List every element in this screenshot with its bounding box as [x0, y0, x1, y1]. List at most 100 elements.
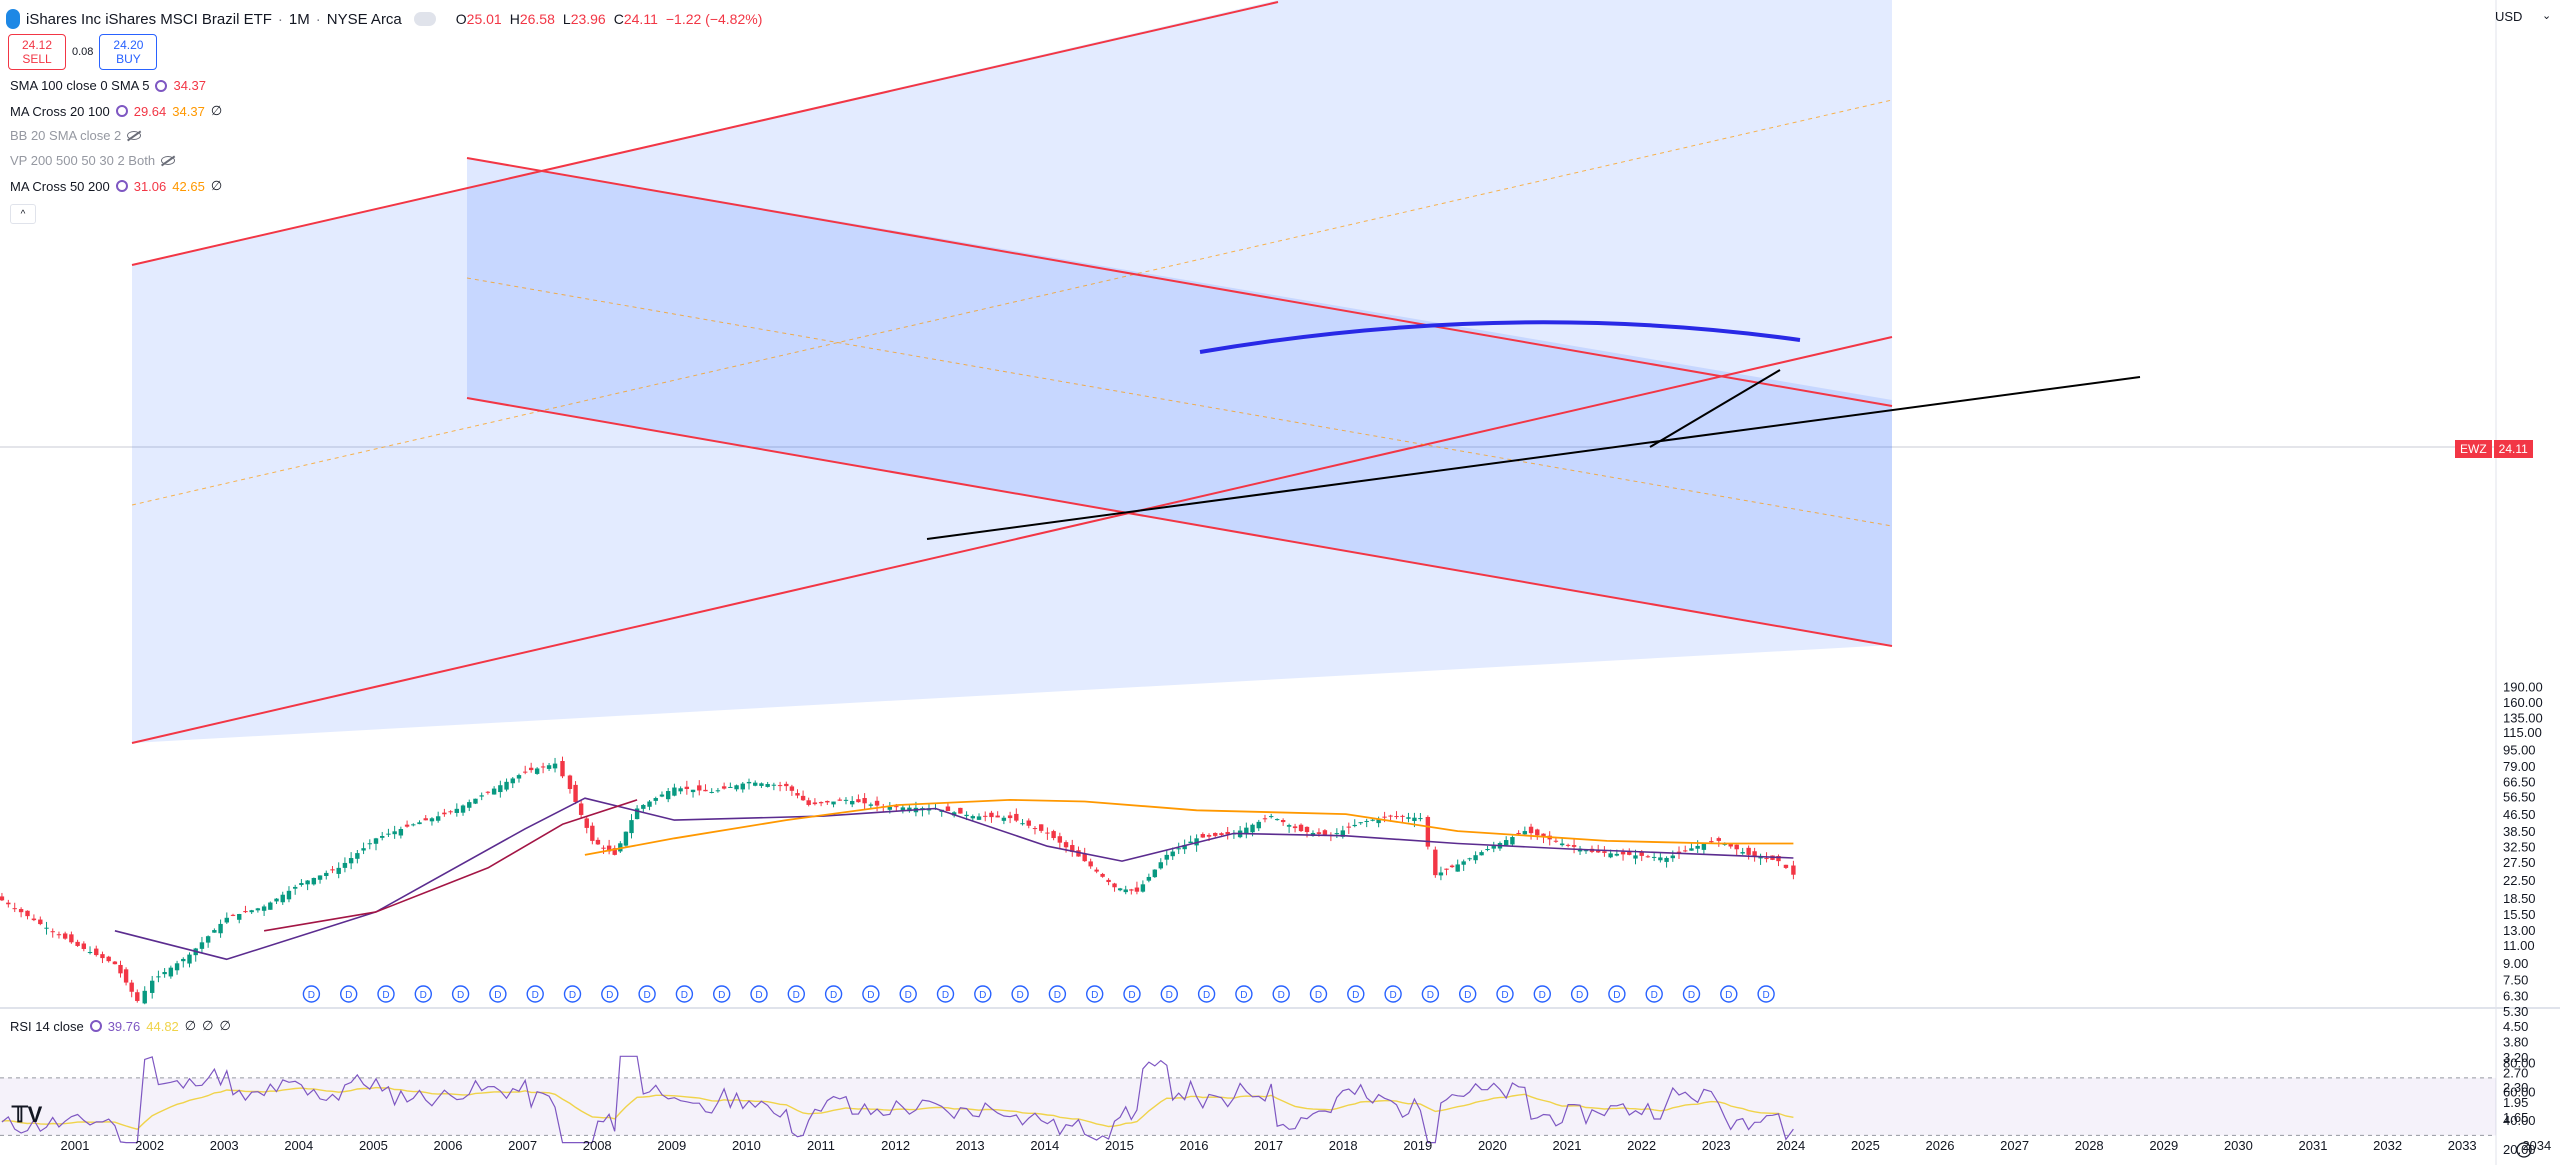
candle-body	[784, 783, 789, 787]
trendlines[interactable]	[926, 320, 2141, 540]
candle-body	[567, 775, 573, 789]
dividend-marker-icon	[713, 985, 731, 1003]
candle-body	[945, 806, 951, 812]
candle-body	[573, 784, 578, 802]
candle-body	[1370, 819, 1375, 821]
tradingview-logo-icon[interactable]: 𝕋V	[12, 1102, 43, 1127]
candle-body	[1639, 852, 1644, 856]
price-axis-tick: 160.00	[2503, 695, 2543, 710]
hidden-eye-icon[interactable]	[127, 131, 142, 140]
dividend-marker-label: D	[1016, 990, 1023, 1001]
collapse-header-icon[interactable]	[413, 12, 436, 26]
candle-body	[1758, 857, 1763, 859]
indicator-row[interactable]: SMA 100 close 0 SMA 5 34.37	[10, 78, 206, 93]
candle-body	[1522, 831, 1528, 835]
indicator-name[interactable]: MA Cross 20 100	[10, 103, 110, 119]
up-channel-fill	[132, 0, 1892, 743]
candle-body	[1583, 850, 1589, 852]
candle-body	[1020, 823, 1025, 825]
candle-body	[907, 807, 912, 812]
price-axis-tick: 4.50	[2503, 1019, 2528, 1034]
settings-gear-icon[interactable]	[115, 180, 128, 192]
rsi-value-3: ∅	[184, 1018, 197, 1033]
parallel-channels[interactable]	[131, 0, 1893, 744]
indicator-row[interactable]: MA Cross 50 200 31.06 42.65 ∅	[10, 178, 222, 194]
candle-body	[187, 954, 192, 964]
rsi-axis-tick: 40.00	[2503, 1113, 2536, 1128]
candle-body	[87, 952, 93, 954]
dividend-marker-label: D	[1091, 990, 1098, 1001]
price-axis-tick: 115.00	[2503, 725, 2542, 740]
candle-body	[1645, 856, 1651, 858]
rsi-name[interactable]: RSI 14 close	[10, 1018, 84, 1034]
candle-body	[1026, 820, 1031, 826]
ohlc-item: −1.22 (−4.82%)	[665, 11, 763, 27]
ma-200-line	[263, 799, 638, 932]
candle-body	[1467, 858, 1472, 860]
indicator-row[interactable]: MA Cross 20 100 29.64 34.37 ∅	[10, 103, 222, 119]
candle-body	[1670, 855, 1675, 859]
candle-body	[1746, 847, 1751, 855]
dividend-marker-icon	[414, 985, 432, 1003]
ohlc-item: O25.01	[455, 11, 502, 27]
ohlc-item: C24.11	[613, 11, 658, 27]
candle-body	[1734, 844, 1739, 850]
candle-body	[1206, 834, 1212, 837]
interval-label[interactable]: 1M	[288, 10, 310, 28]
axes[interactable]: 190.00160.00135.00115.0095.0079.0066.505…	[61, 679, 2552, 1158]
candle-body	[601, 847, 606, 849]
dividend-marker-label: D	[681, 990, 688, 1001]
buy-button[interactable]: 24.20 BUY	[99, 34, 158, 70]
indicator-row[interactable]: VP 200 500 50 30 2 Both	[10, 153, 176, 168]
price-axis-tick: 22.50	[2503, 873, 2536, 888]
dividend-marker-label: D	[755, 990, 762, 1001]
candle-body	[150, 980, 155, 993]
indicator-name[interactable]: VP 200 500 50 30 2 Both	[10, 153, 156, 168]
chevron-down-icon[interactable]: ⌄	[2542, 10, 2552, 22]
time-axis-label: 2017	[1254, 1138, 1283, 1153]
price-label-symbol: EWZ	[2455, 440, 2492, 458]
dividend-marker-icon	[563, 985, 582, 1003]
candle-body	[1491, 846, 1496, 849]
indicator-name[interactable]: SMA 100 close 0 SMA 5	[10, 78, 150, 93]
candle-body	[1112, 883, 1117, 888]
indicator-row[interactable]: BB 20 SMA close 2	[10, 128, 142, 143]
collapse-indicators-button[interactable]: ^	[10, 204, 36, 224]
settings-gear-icon[interactable]	[89, 1020, 102, 1032]
candle-body	[1689, 848, 1694, 851]
sell-button[interactable]: 24.12 SELL	[8, 34, 66, 70]
candle-body	[380, 836, 385, 838]
price-axis-tick: 7.50	[2503, 973, 2528, 988]
candle-body	[1340, 830, 1346, 837]
candle-body	[324, 872, 329, 877]
candle-body	[479, 795, 484, 797]
dividend-marker-icon	[750, 985, 768, 1003]
rsi-pane[interactable]	[0, 1055, 2496, 1144]
candle-body	[1425, 816, 1431, 847]
time-axis-label: 2033	[2448, 1138, 2477, 1153]
candle-body	[1304, 826, 1310, 833]
candle-body	[162, 972, 167, 975]
indicator-name[interactable]: MA Cross 50 200	[10, 178, 110, 194]
candle-body	[417, 822, 422, 825]
currency-label[interactable]: USD	[2495, 9, 2523, 24]
candle-body	[50, 931, 55, 933]
candle-body	[868, 804, 874, 806]
indicator-name[interactable]: BB 20 SMA close 2	[10, 128, 122, 143]
symbol-title[interactable]: iShares Inc iShares MSCI Brazil ETF	[26, 10, 272, 28]
time-axis-label: 2015	[1105, 1138, 1134, 1153]
candle-body	[1001, 817, 1007, 821]
candle-body	[806, 800, 811, 805]
settings-gear-icon[interactable]	[155, 79, 168, 92]
hidden-eye-icon[interactable]	[161, 156, 176, 165]
dividend-marker-icon	[1309, 985, 1328, 1003]
candle-body	[1627, 851, 1632, 855]
dividend-marker-label: D	[979, 990, 986, 1001]
candle-body	[473, 798, 478, 804]
dividend-marker-icon	[824, 985, 843, 1003]
settings-gear-icon[interactable]	[115, 105, 128, 117]
dividend-marker-icon	[377, 985, 395, 1003]
